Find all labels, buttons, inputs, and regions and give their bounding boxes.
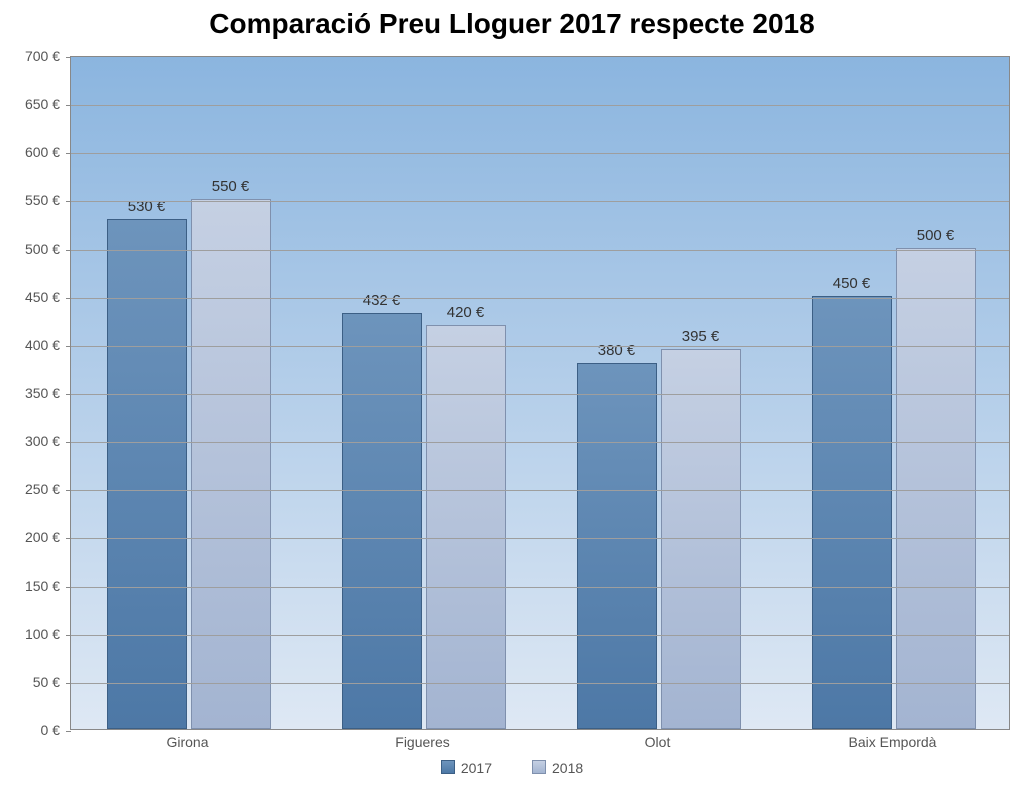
x-axis-label: Baix Empordà: [849, 734, 937, 750]
y-tick-mark: [66, 442, 71, 443]
legend-item-2018: 2018: [532, 760, 583, 776]
y-tick-label: 300 €: [0, 433, 60, 449]
gridline: [71, 153, 1009, 154]
x-axis-label: Olot: [645, 734, 671, 750]
gridline: [71, 201, 1009, 202]
gridline: [71, 105, 1009, 106]
legend-swatch: [441, 760, 455, 774]
bars-layer: 530 €550 €432 €420 €380 €395 €450 €500 €: [71, 57, 1009, 729]
y-tick-mark: [66, 346, 71, 347]
gridline: [71, 587, 1009, 588]
y-tick-mark: [66, 683, 71, 684]
y-tick-mark: [66, 57, 71, 58]
bar-label: 420 €: [447, 304, 485, 327]
y-tick-label: 200 €: [0, 529, 60, 545]
legend: 2017 2018: [0, 760, 1024, 778]
y-tick-mark: [66, 538, 71, 539]
y-tick-label: 700 €: [0, 48, 60, 64]
bar-label: 550 €: [212, 178, 250, 201]
x-axis-labels: Girona Figueres Olot Baix Empordà: [70, 734, 1010, 754]
y-tick-mark: [66, 490, 71, 491]
y-tick-label: 600 €: [0, 144, 60, 160]
gridline: [71, 346, 1009, 347]
y-tick-mark: [66, 394, 71, 395]
y-tick-label: 50 €: [0, 674, 60, 690]
y-tick-label: 500 €: [0, 241, 60, 257]
y-tick-mark: [66, 587, 71, 588]
bar-label: 450 €: [833, 275, 871, 298]
gridline: [71, 298, 1009, 299]
gridline: [71, 442, 1009, 443]
gridline: [71, 538, 1009, 539]
bar-label: 432 €: [363, 292, 401, 315]
gridline: [71, 683, 1009, 684]
y-tick-mark: [66, 105, 71, 106]
legend-swatch: [532, 760, 546, 774]
y-tick-label: 450 €: [0, 289, 60, 305]
bar-label: 500 €: [917, 227, 955, 250]
y-tick-label: 150 €: [0, 578, 60, 594]
chart-container: Comparació Preu Lloguer 2017 respecte 20…: [0, 0, 1024, 793]
y-tick-mark: [66, 635, 71, 636]
legend-label: 2017: [461, 760, 492, 776]
bar-2017-olot: [577, 363, 657, 729]
gridline: [71, 490, 1009, 491]
x-axis-label: Figueres: [395, 734, 449, 750]
legend-label: 2018: [552, 760, 583, 776]
gridline: [71, 394, 1009, 395]
gridline: [71, 635, 1009, 636]
y-tick-mark: [66, 731, 71, 732]
bar-2017-girona: [107, 219, 187, 729]
y-tick-label: 0 €: [0, 722, 60, 738]
bar-2018-baix-empordà: [896, 248, 976, 729]
bar-label: 395 €: [682, 328, 720, 351]
bar-2018-figueres: [426, 325, 506, 729]
y-tick-label: 100 €: [0, 626, 60, 642]
y-tick-label: 650 €: [0, 96, 60, 112]
y-tick-label: 350 €: [0, 385, 60, 401]
plot-area: 530 €550 €432 €420 €380 €395 €450 €500 €: [70, 56, 1010, 730]
y-tick-label: 250 €: [0, 481, 60, 497]
y-tick-mark: [66, 153, 71, 154]
y-tick-label: 550 €: [0, 192, 60, 208]
bar-2018-girona: [191, 199, 271, 729]
bar-2017-figueres: [342, 313, 422, 729]
y-tick-mark: [66, 298, 71, 299]
y-tick-label: 400 €: [0, 337, 60, 353]
gridline: [71, 250, 1009, 251]
y-tick-mark: [66, 201, 71, 202]
bar-2017-baix-empordà: [812, 296, 892, 729]
x-axis-label: Girona: [166, 734, 208, 750]
y-tick-mark: [66, 250, 71, 251]
legend-item-2017: 2017: [441, 760, 492, 776]
chart-title: Comparació Preu Lloguer 2017 respecte 20…: [0, 8, 1024, 40]
